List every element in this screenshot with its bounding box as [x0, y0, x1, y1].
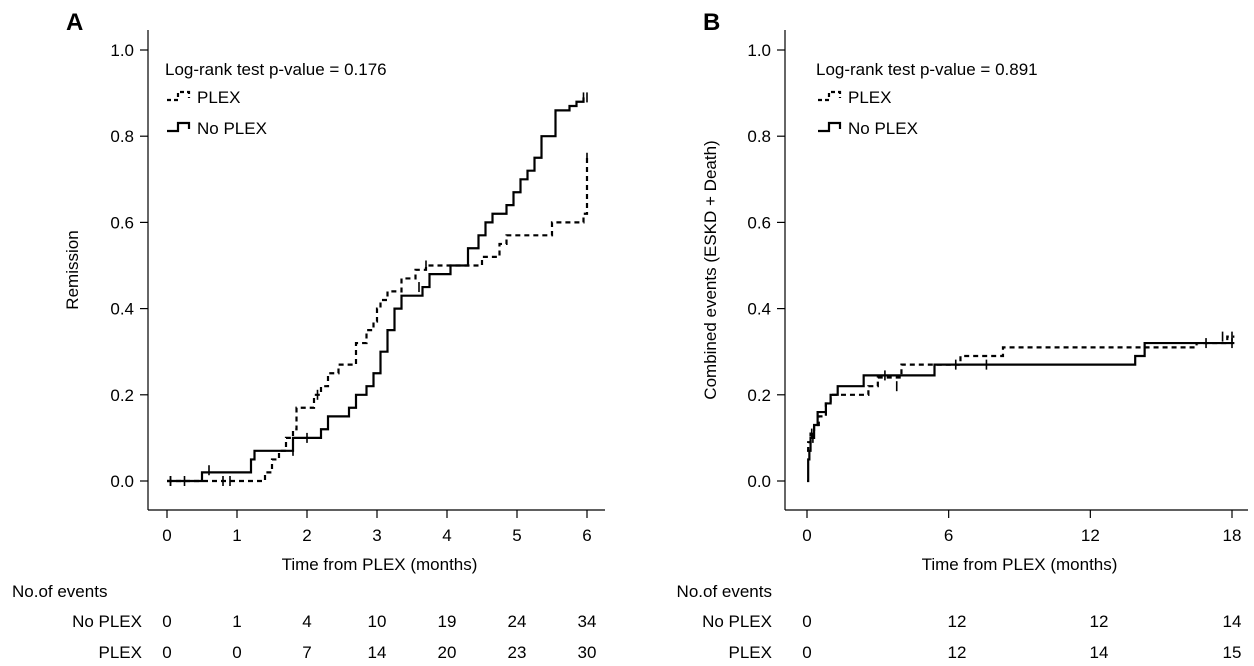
x-tick-label: 18: [1223, 526, 1242, 545]
x-tick-label: 6: [582, 526, 591, 545]
y-tick-label: 0.4: [747, 300, 771, 319]
risk-table-cell: 0: [232, 643, 241, 662]
x-tick-label: 0: [162, 526, 171, 545]
x-tick-label: 12: [1081, 526, 1100, 545]
x-tick-label: 1: [232, 526, 241, 545]
y-tick-label: 0.6: [747, 213, 771, 232]
legend-swatch: [818, 90, 842, 102]
risk-table-cell: 0: [802, 643, 811, 662]
risk-table-cell: 0: [162, 643, 171, 662]
x-tick-label: 4: [442, 526, 451, 545]
legend-label: PLEX: [848, 88, 891, 107]
y-tick-label: 0.2: [110, 386, 134, 405]
risk-table-cell: 0: [162, 612, 171, 631]
risk-table-cell: 14: [1090, 643, 1109, 662]
risk-table-cell: 19: [438, 612, 457, 631]
risk-table-cell: 7: [302, 643, 311, 662]
legend-label: No PLEX: [197, 119, 267, 138]
x-tick-label: 0: [802, 526, 811, 545]
risk-table-row-label: No PLEX: [72, 612, 142, 631]
risk-table-cell: 0: [802, 612, 811, 631]
x-tick-label: 3: [372, 526, 381, 545]
risk-table-cell: 14: [368, 643, 387, 662]
risk-table-cell: 30: [578, 643, 597, 662]
legend-label: PLEX: [197, 88, 240, 107]
y-tick-label: 0.0: [747, 472, 771, 491]
risk-table-cell: 15: [1223, 643, 1242, 662]
panel-letter: A: [66, 9, 83, 36]
risk-table-header: No.of events: [12, 582, 107, 601]
y-tick-label: 0.6: [110, 213, 134, 232]
x-axis-label: Time from PLEX (months): [282, 555, 478, 574]
series-line-plex: [807, 335, 1235, 452]
y-tick-label: 1.0: [110, 41, 134, 60]
y-tick-label: 0.2: [747, 386, 771, 405]
legend-swatch: [167, 90, 191, 102]
x-axis-label: Time from PLEX (months): [922, 555, 1118, 574]
y-tick-label: 0.8: [747, 127, 771, 146]
x-tick-label: 6: [944, 526, 953, 545]
legend-swatch: [167, 121, 191, 133]
panel-b: B 0.0 0.2 0.4 0.6 0.8 1.0 0 6 12 18 Time from PLEX …: [677, 9, 1248, 662]
pvalue-annotation: Log-rank test p-value = 0.176: [165, 60, 387, 79]
x-tick-label: 2: [302, 526, 311, 545]
series-line-no-plex: [807, 341, 1235, 483]
risk-table-cell: 12: [948, 612, 967, 631]
risk-table-row-label: PLEX: [729, 643, 772, 662]
risk-table-cell: 24: [508, 612, 527, 631]
x-tick-label: 5: [512, 526, 521, 545]
panel-letter: B: [703, 9, 720, 36]
risk-table-cell: 14: [1223, 612, 1242, 631]
series-line-plex: [167, 157, 589, 483]
risk-table-cell: 23: [508, 643, 527, 662]
risk-table-cell: 1: [232, 612, 241, 631]
risk-table-cell: 12: [1090, 612, 1109, 631]
y-axis-label: Combined events (ESKD + Death): [701, 140, 720, 399]
pvalue-annotation: Log-rank test p-value = 0.891: [816, 60, 1038, 79]
risk-table-header: No.of events: [677, 582, 772, 601]
y-tick-label: 1.0: [747, 41, 771, 60]
risk-table-cell: 20: [438, 643, 457, 662]
legend-label: No PLEX: [848, 119, 918, 138]
y-tick-label: 0.8: [110, 127, 134, 146]
series-line-no-plex: [167, 97, 585, 483]
risk-table-cell: 12: [948, 643, 967, 662]
risk-table-cell: 10: [368, 612, 387, 631]
risk-table-row-label: PLEX: [99, 643, 142, 662]
y-tick-label: 0.0: [110, 472, 134, 491]
risk-table-cell: 4: [302, 612, 311, 631]
risk-table-cell: 34: [578, 612, 597, 631]
legend-swatch: [818, 121, 842, 133]
risk-table-row-label: No PLEX: [702, 612, 772, 631]
y-tick-label: 0.4: [110, 300, 134, 319]
y-axis-label: Remission: [63, 230, 82, 309]
